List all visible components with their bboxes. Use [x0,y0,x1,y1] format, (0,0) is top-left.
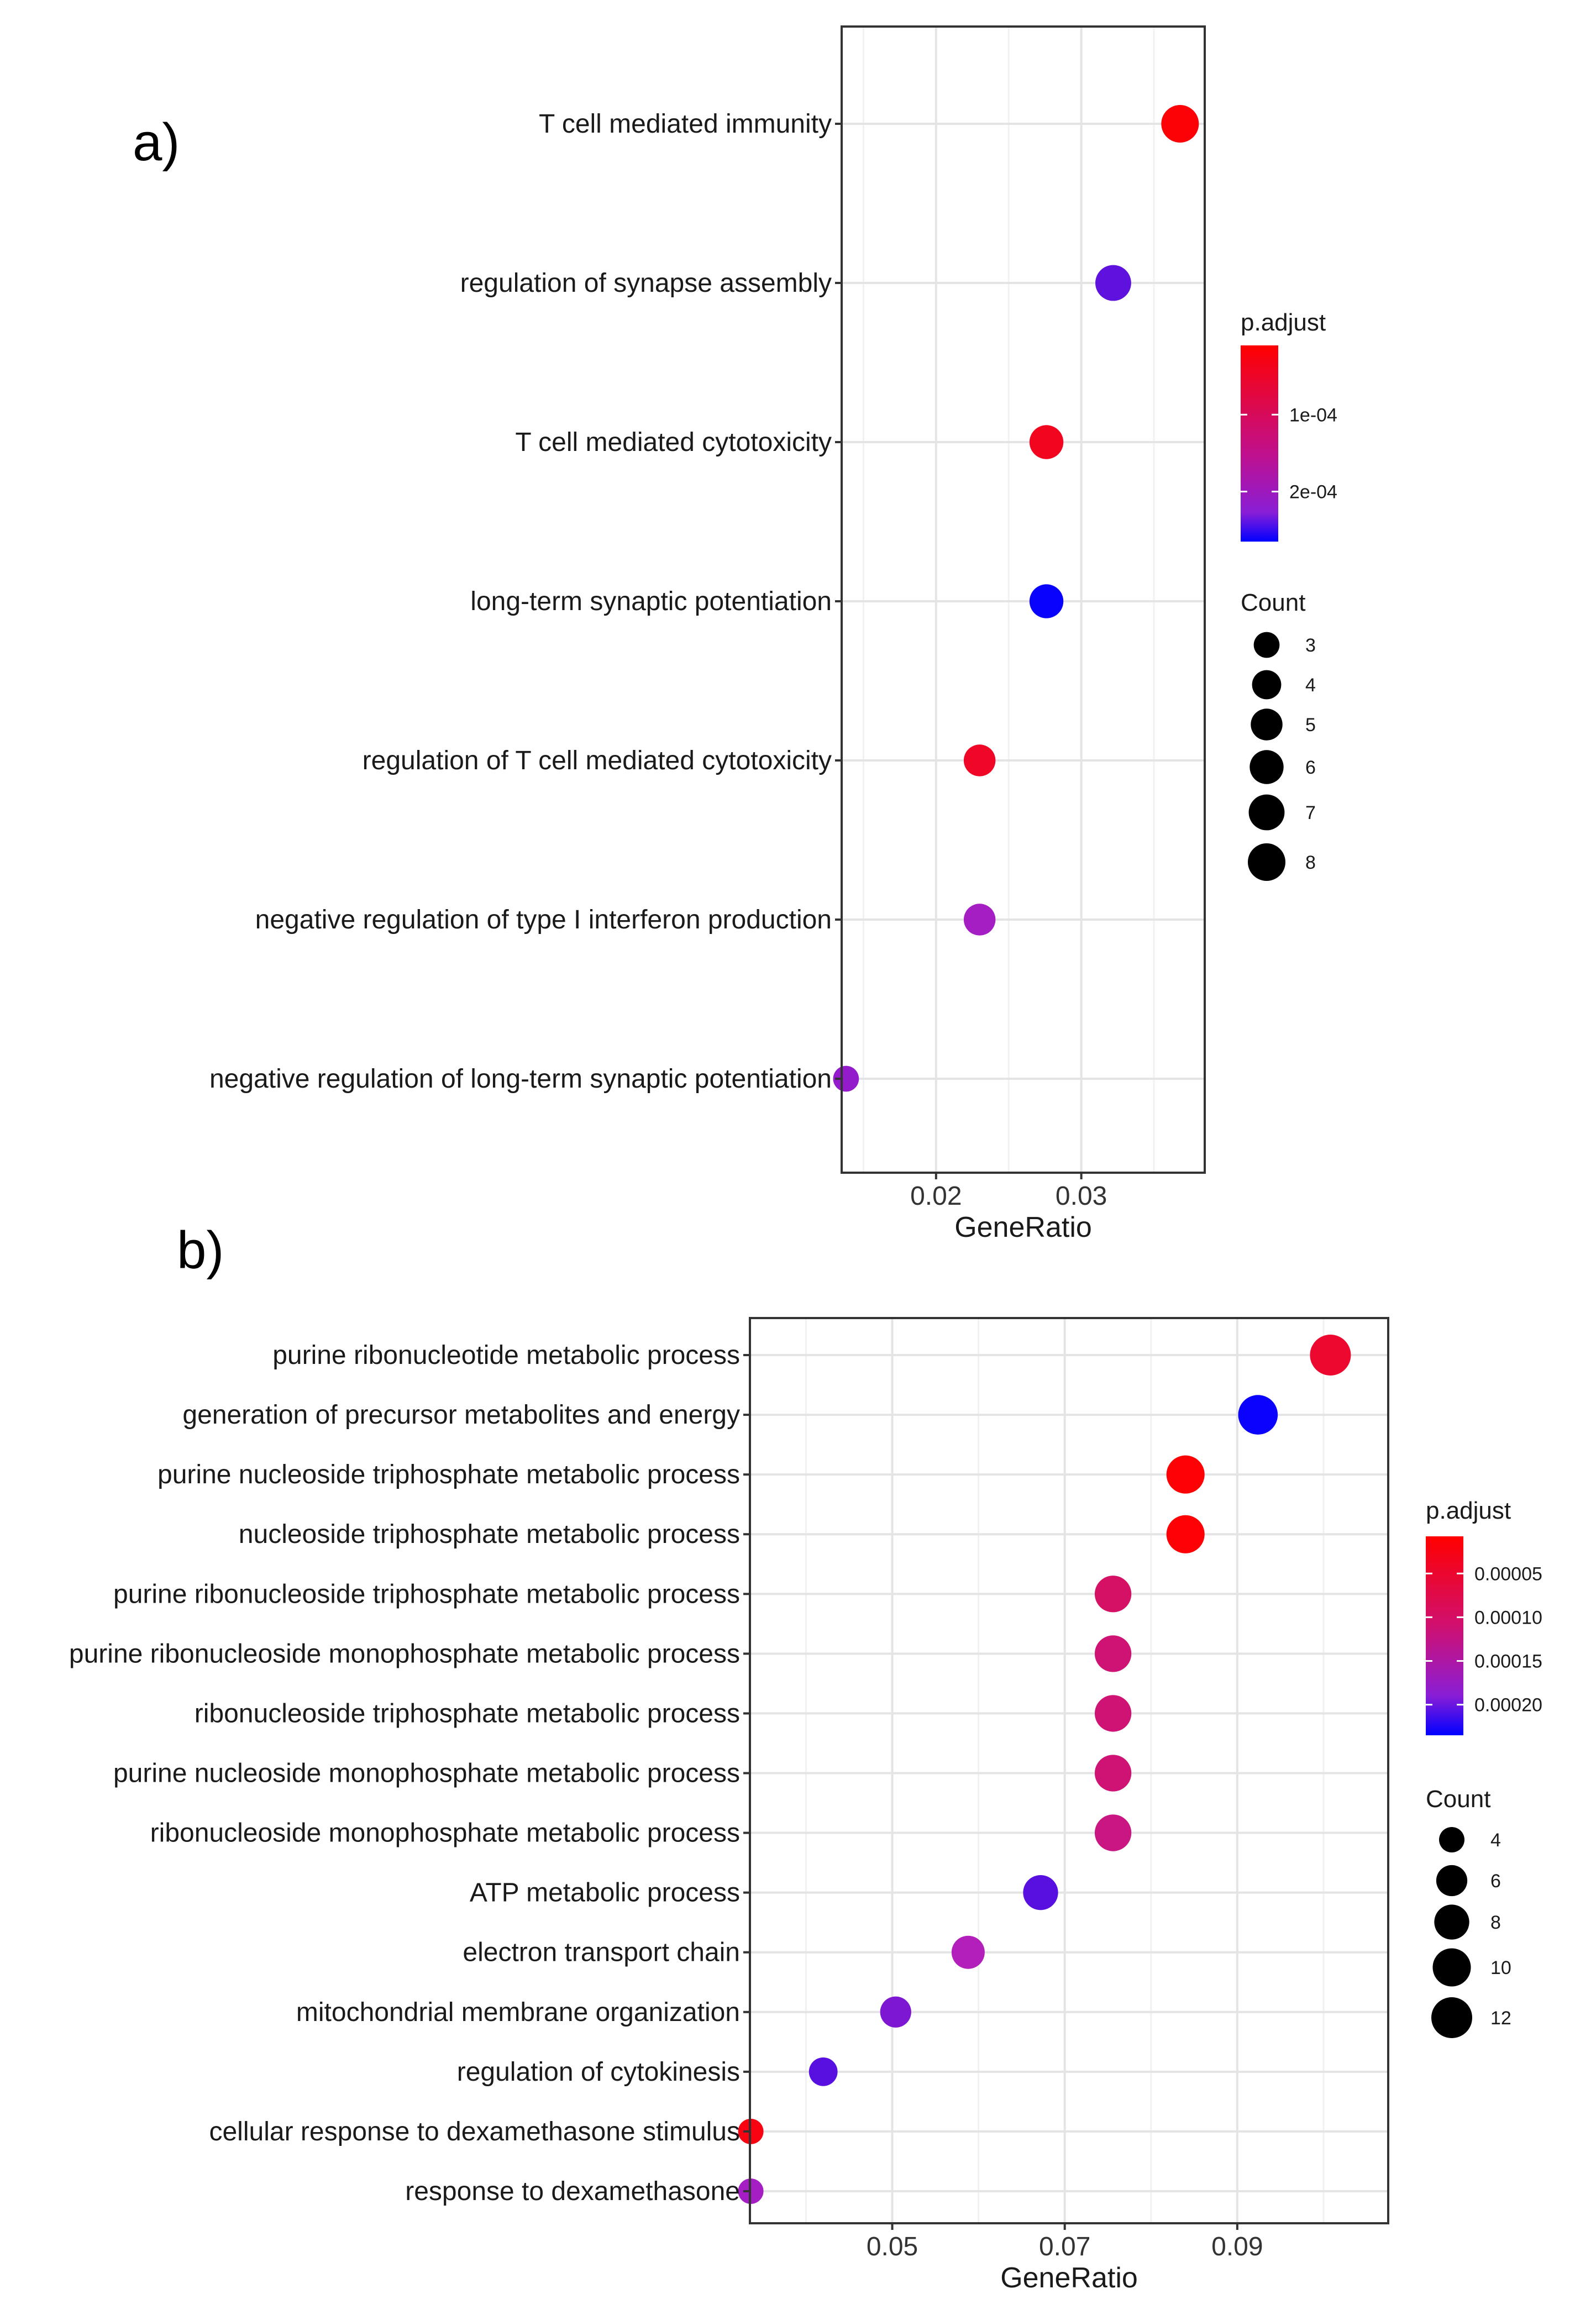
panel-border [749,1317,1389,2224]
size-legend-key [1434,1904,1469,1940]
panel-background [842,27,1205,1173]
size-legend-label: 5 [1305,715,1316,736]
size-legend-label: 4 [1490,1830,1501,1851]
size-legend-label: 7 [1305,802,1316,823]
panel-border [841,25,1206,1174]
panel-background [750,1318,1388,2223]
color-legend-tick-label: 2e-04 [1289,482,1337,503]
x-tick-label: 0.07 [1039,2232,1090,2261]
x-tick-label: 0.03 [1056,1182,1107,1211]
size-legend-label: 6 [1490,1871,1501,1892]
chart-panel-a: T cell mediated immunity regulation of sy… [209,25,1337,1243]
data-point [1166,1455,1205,1494]
size-legend-key [1436,1865,1468,1897]
data-point [951,1935,985,1969]
y-tick-label: cellular response to dexamethasone stimu… [209,2117,740,2146]
size-legend-label: 12 [1490,2008,1511,2029]
color-legend-tick-label: 0.00015 [1474,1651,1542,1672]
data-point [1095,265,1131,301]
size-legend-label: 8 [1305,852,1316,873]
x-tick-label: 0.09 [1211,2232,1263,2261]
size-legend-key [1248,794,1285,831]
x-tick-label: 0.05 [867,2232,918,2261]
y-tick-label: electron transport chain [463,1938,740,1967]
data-point [963,744,996,776]
size-legend-key [1432,1948,1471,1987]
x-axis-title: GeneRatio [1000,2262,1138,2294]
y-tick-label: ATP metabolic process [470,1878,740,1908]
size-legend-key [1431,1997,1472,2038]
size-legend-label: 6 [1305,757,1316,778]
y-tick-label: regulation of T cell mediated cytotoxici… [363,746,832,775]
y-tick-label: purine nucleoside monophosphate metaboli… [113,1758,740,1788]
data-point [880,1996,911,2028]
color-legend-tick-label: 0.00010 [1474,1607,1542,1628]
size-legend-label: 3 [1305,635,1316,656]
chart-panel-b: purine ribonucleotide metabolic process g… [69,1317,1542,2294]
y-tick-label: regulation of synapse assembly [460,269,832,298]
size-legend-key [1253,632,1280,658]
data-point [1094,1576,1132,1613]
y-tick-label: purine ribonucleotide metabolic process [272,1341,740,1370]
color-legend-tick-label: 0.00020 [1474,1695,1542,1716]
data-point [1029,425,1064,459]
y-tick-label: negative regulation of type I interferon… [255,905,832,935]
size-legend-key [1439,1827,1464,1852]
data-point [1094,1814,1132,1851]
x-tick-label: 0.02 [910,1182,962,1211]
data-point [1310,1335,1351,1376]
data-point [1166,1515,1205,1553]
size-legend-label: 4 [1305,675,1316,696]
data-point [963,904,996,936]
y-tick-label: response to dexamethasone [405,2177,740,2206]
data-point [833,1065,859,1092]
y-tick-label: ribonucleoside monophosphate metabolic p… [150,1819,740,1848]
color-legend-title: p.adjust [1241,309,1326,336]
size-legend-title: Count [1426,1786,1490,1813]
y-tick-label: nucleoside triphosphate metabolic proces… [239,1520,740,1549]
panel-label-b: b) [177,1221,224,1280]
data-point [1094,1695,1132,1732]
data-point [1094,1635,1132,1672]
size-legend-key [1248,843,1285,881]
y-tick-label: regulation of cytokinesis [457,2057,740,2087]
color-legend-bar [1241,345,1278,542]
size-legend-key [1251,708,1283,741]
size-legend-key [1250,750,1284,784]
data-point [1161,105,1199,143]
color-legend-tick-label: 1e-04 [1289,405,1337,426]
data-point [1238,1395,1278,1435]
y-tick-label: long-term synaptic potentiation [470,587,832,616]
y-tick-label: mitochondrial membrane organization [296,1998,740,2027]
y-tick-label: ribonucleoside triphosphate metabolic pr… [195,1699,740,1728]
y-tick-label: generation of precursor metabolites and … [182,1400,740,1430]
panel-label-a: a) [133,113,180,172]
y-tick-label: purine ribonucleoside monophosphate meta… [69,1639,740,1668]
size-legend-label: 8 [1490,1912,1501,1933]
data-point [1029,584,1064,618]
x-axis-title: GeneRatio [954,1211,1092,1243]
data-point [809,2057,838,2086]
size-legend-label: 10 [1490,1957,1511,1978]
y-tick-label: purine ribonucleoside triphosphate metab… [113,1579,740,1609]
data-point [1094,1755,1132,1792]
y-tick-label: T cell mediated cytotoxicity [515,428,832,457]
size-legend-title: Count [1241,589,1305,616]
color-legend-tick-label: 0.00005 [1474,1563,1542,1584]
data-point [1023,1875,1058,1910]
color-legend-bar [1426,1536,1463,1735]
y-tick-label: purine nucleoside triphosphate metabolic… [158,1460,740,1489]
size-legend-key [1252,670,1282,700]
y-tick-label: negative regulation of long-term synapti… [209,1064,832,1094]
y-tick-label: T cell mediated immunity [539,109,832,139]
color-legend-title: p.adjust [1426,1497,1511,1524]
